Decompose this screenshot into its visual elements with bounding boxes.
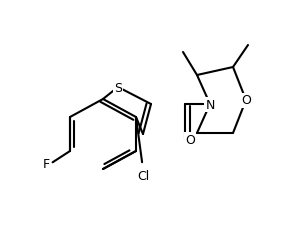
Text: N: N <box>205 98 215 111</box>
Text: Cl: Cl <box>137 169 149 182</box>
Text: O: O <box>185 133 195 146</box>
Text: F: F <box>43 158 50 171</box>
Text: S: S <box>114 81 122 94</box>
Text: O: O <box>241 94 251 107</box>
